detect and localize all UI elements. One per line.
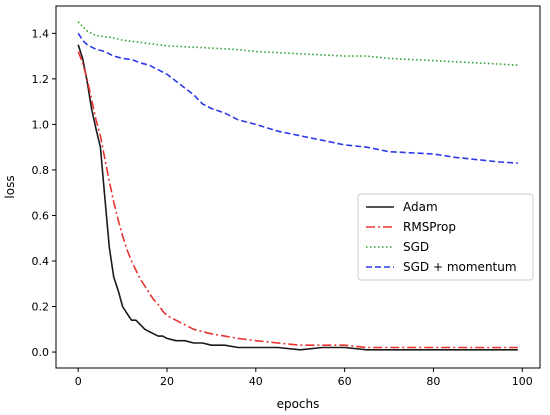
y-tick-label: 1.4 bbox=[32, 27, 50, 40]
legend-entry: SGD + momentum bbox=[403, 260, 517, 274]
legend-entry: SGD bbox=[403, 240, 429, 254]
y-tick-label: 1.2 bbox=[32, 73, 50, 86]
series-line-rmsprop bbox=[77, 51, 518, 349]
series-line-sgd bbox=[77, 21, 518, 66]
y-tick-label: 0.8 bbox=[32, 164, 50, 177]
series-line-sgd-momentum bbox=[77, 32, 518, 164]
series-line-adam bbox=[77, 44, 518, 351]
y-tick-label: 0.0 bbox=[32, 346, 50, 359]
plot-frame bbox=[55, 5, 541, 369]
y-tick-label: 0.4 bbox=[32, 255, 50, 268]
legend-entry: Adam bbox=[403, 200, 438, 214]
legend-box bbox=[357, 193, 534, 281]
axis-ticks: 0 20 40 60 80 100 0.0 0.2 0.4 0.6 0.8 1.0 1.2 1.4 bbox=[32, 27, 533, 388]
y-axis-label: loss bbox=[3, 175, 17, 198]
x-tick-label: 80 bbox=[426, 375, 440, 388]
x-tick-label: 60 bbox=[338, 375, 352, 388]
y-tick-label: 0.2 bbox=[32, 301, 50, 314]
y-tick-label: 1.0 bbox=[32, 118, 50, 131]
x-tick-label: 20 bbox=[160, 375, 174, 388]
x-tick-label: 100 bbox=[512, 375, 533, 388]
legend-entry: RMSProp bbox=[403, 220, 456, 234]
y-tick-label: 0.6 bbox=[32, 209, 50, 222]
x-tick-label: 0 bbox=[75, 375, 82, 388]
plot-area bbox=[77, 21, 518, 351]
legend: Adam RMSProp SGD SGD + momentum bbox=[357, 193, 534, 281]
x-tick-label: 40 bbox=[249, 375, 263, 388]
x-axis-label: epochs bbox=[277, 397, 320, 411]
